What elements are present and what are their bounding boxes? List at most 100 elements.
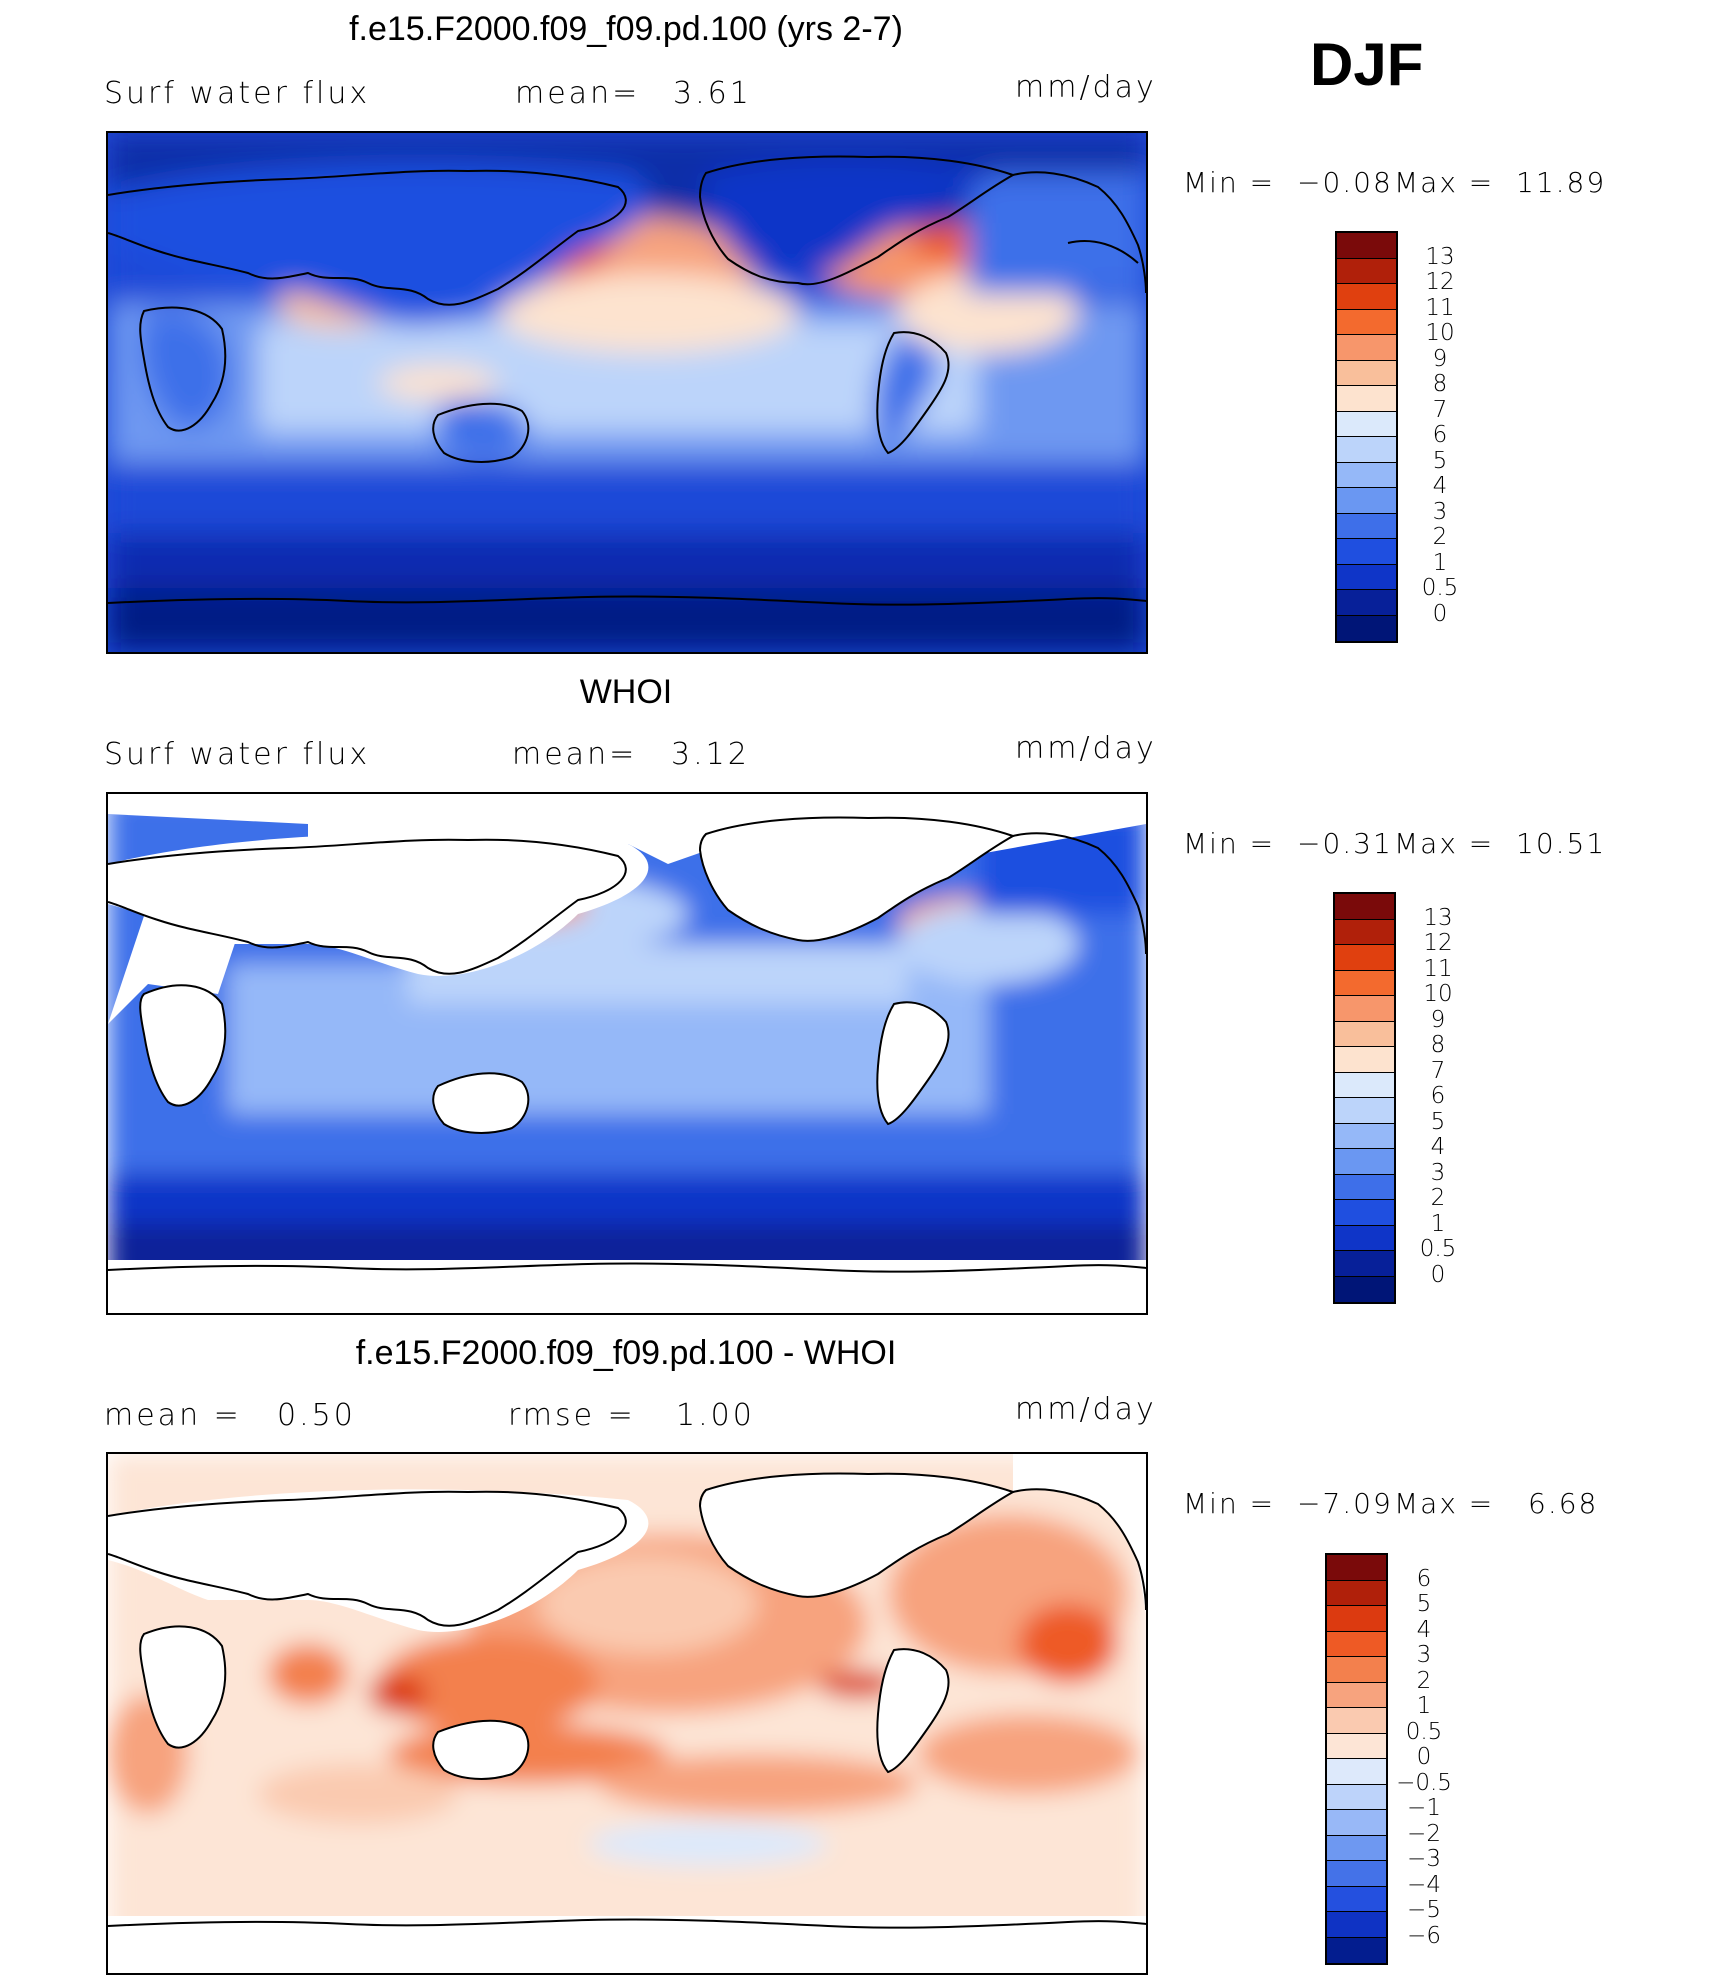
colorbar-segment: [1327, 1784, 1386, 1810]
colorbar-segment: [1337, 386, 1396, 412]
season-label: DJF: [1310, 31, 1424, 98]
colorbar-tick-label: 6: [1432, 422, 1448, 448]
colorbar-segment: [1337, 513, 1396, 539]
panel-1-min-label: Min =: [1183, 166, 1276, 199]
colorbar-segment: [1327, 1580, 1386, 1606]
colorbar-segment: [1327, 1937, 1386, 1963]
panel-2-max-value: 10.51: [1516, 827, 1607, 860]
colorbar-tick-label: 7: [1432, 396, 1448, 423]
colorbar-segment: [1327, 1657, 1386, 1683]
colorbar-tick-label: 12: [1425, 269, 1455, 295]
panel-1-map: [106, 131, 1148, 654]
colorbar-tick-label: 1: [1416, 1693, 1432, 1719]
panel-1-mean-value: 3.61: [673, 76, 752, 111]
colorbar-tick-label: 3: [1416, 1642, 1432, 1668]
colorbar-tick-label: −5: [1407, 1897, 1441, 1923]
colorbar-segment: [1327, 1835, 1386, 1861]
colorbar-segment: [1327, 1861, 1386, 1887]
colorbar-segment: [1337, 590, 1396, 616]
colorbar-segment: [1327, 1606, 1386, 1632]
panel-2-mean-label: mean=: [512, 737, 638, 772]
colorbar-segment: [1327, 1708, 1386, 1734]
colorbar-segment: [1335, 1021, 1394, 1047]
panel-1-max-value: 11.89: [1516, 166, 1607, 199]
colorbar-tick-label: 5: [1430, 1108, 1446, 1135]
colorbar-segment: [1337, 462, 1396, 488]
colorbar-segment: [1335, 996, 1394, 1022]
panel-1-min-value: −0.08: [1297, 166, 1393, 199]
colorbar-segment: [1335, 970, 1394, 996]
colorbar-tick-label: 2: [1432, 524, 1448, 550]
colorbar-tick-label: 10: [1423, 981, 1453, 1007]
panel-3-colorbar-labels: 6 5 4 3 2 1 0.5 0 −0.5 −1 −2 −3 −4 −5 −6: [1394, 1553, 1494, 1965]
colorbar-segment: [1337, 284, 1396, 310]
panel-2-units: mm/day: [1015, 731, 1157, 766]
colorbar-tick-label: 4: [1430, 1134, 1446, 1160]
colorbar-segment: [1327, 1682, 1386, 1708]
colorbar-segment: [1335, 919, 1394, 945]
colorbar-segment: [1335, 1174, 1394, 1200]
colorbar-segment: [1327, 1733, 1386, 1759]
colorbar-segment: [1327, 1631, 1386, 1657]
colorbar-segment: [1327, 1912, 1386, 1938]
panel-2-map-field: [108, 814, 1146, 1313]
colorbar-tick-label: 2: [1430, 1185, 1446, 1211]
colorbar-tick-label: −4: [1407, 1871, 1441, 1898]
colorbar-segment: [1327, 1886, 1386, 1912]
colorbar-tick-label: 10: [1425, 320, 1455, 346]
colorbar-tick-label: −3: [1407, 1846, 1441, 1872]
colorbar-tick-label: 0: [1432, 600, 1448, 627]
colorbar-tick-label: 4: [1432, 473, 1448, 499]
colorbar-segment: [1337, 233, 1396, 259]
colorbar-tick-label: 3: [1432, 498, 1448, 525]
colorbar-tick-label: 12: [1423, 930, 1453, 956]
colorbar-tick-label: −0.5: [1396, 1769, 1452, 1796]
panel-2-colorbar-labels: 13 12 11 10 9 8 7 6 5 4 3 2 1 0.5 0: [1408, 892, 1488, 1304]
colorbar-tick-label: 2: [1416, 1667, 1432, 1694]
panel-2-min-value: −0.31: [1297, 827, 1393, 860]
panel-2-colorbar: [1333, 892, 1396, 1304]
colorbar-tick-label: 4: [1416, 1616, 1432, 1643]
colorbar-tick-label: 1: [1430, 1210, 1446, 1237]
colorbar-segment: [1337, 335, 1396, 361]
colorbar-tick-label: 13: [1423, 904, 1453, 931]
colorbar-tick-label: 0.5: [1421, 575, 1459, 601]
colorbar-segment: [1335, 1047, 1394, 1073]
colorbar-tick-label: 6: [1430, 1083, 1446, 1109]
colorbar-segment: [1335, 1200, 1394, 1226]
colorbar-segment: [1335, 1072, 1394, 1098]
panel-3-units: mm/day: [1015, 1392, 1157, 1427]
colorbar-segment: [1337, 360, 1396, 386]
colorbar-tick-label: 9: [1432, 345, 1448, 372]
panel-3-max-label: Max =: [1394, 1487, 1495, 1520]
colorbar-tick-label: 7: [1430, 1057, 1446, 1084]
colorbar-tick-label: 0.5: [1419, 1236, 1457, 1262]
panel-3-mean-value: 0.50: [277, 1398, 356, 1433]
colorbar-tick-label: 5: [1416, 1591, 1432, 1617]
colorbar-tick-label: 8: [1430, 1032, 1446, 1058]
panel-1-colorbar: [1335, 231, 1398, 643]
panel-3-min-label: Min =: [1183, 1487, 1276, 1520]
panel-3-max-value: 6.68: [1528, 1487, 1599, 1520]
colorbar-segment: [1335, 1225, 1394, 1251]
colorbar-tick-label: −6: [1407, 1922, 1441, 1949]
colorbar-segment: [1337, 564, 1396, 590]
colorbar-segment: [1335, 1098, 1394, 1124]
panel-3-colorbar: [1325, 1553, 1388, 1965]
colorbar-tick-label: 13: [1425, 243, 1455, 270]
colorbar-tick-label: 1: [1432, 549, 1448, 576]
panel-2-min-label: Min =: [1183, 827, 1276, 860]
panel-2-mean-value: 3.12: [671, 737, 750, 772]
colorbar-tick-label: 11: [1423, 955, 1453, 982]
panel-1-variable-label: Surf water flux: [104, 76, 371, 111]
colorbar-tick-label: 0.5: [1405, 1718, 1443, 1745]
colorbar-tick-label: 11: [1425, 294, 1455, 321]
panel-3-title: f.e15.F2000.f09_f09.pd.100 - WHOI: [355, 1334, 897, 1372]
panel-1-colorbar-labels: 13 12 11 10 9 8 7 6 5 4 3 2 1 0.5 0: [1410, 231, 1490, 643]
panel-1-map-field: [108, 133, 1146, 652]
colorbar-segment: [1337, 539, 1396, 565]
colorbar-segment: [1335, 1123, 1394, 1149]
colorbar-tick-label: 0: [1416, 1744, 1432, 1770]
colorbar-tick-label: 0: [1430, 1261, 1446, 1288]
colorbar-segment: [1337, 258, 1396, 284]
